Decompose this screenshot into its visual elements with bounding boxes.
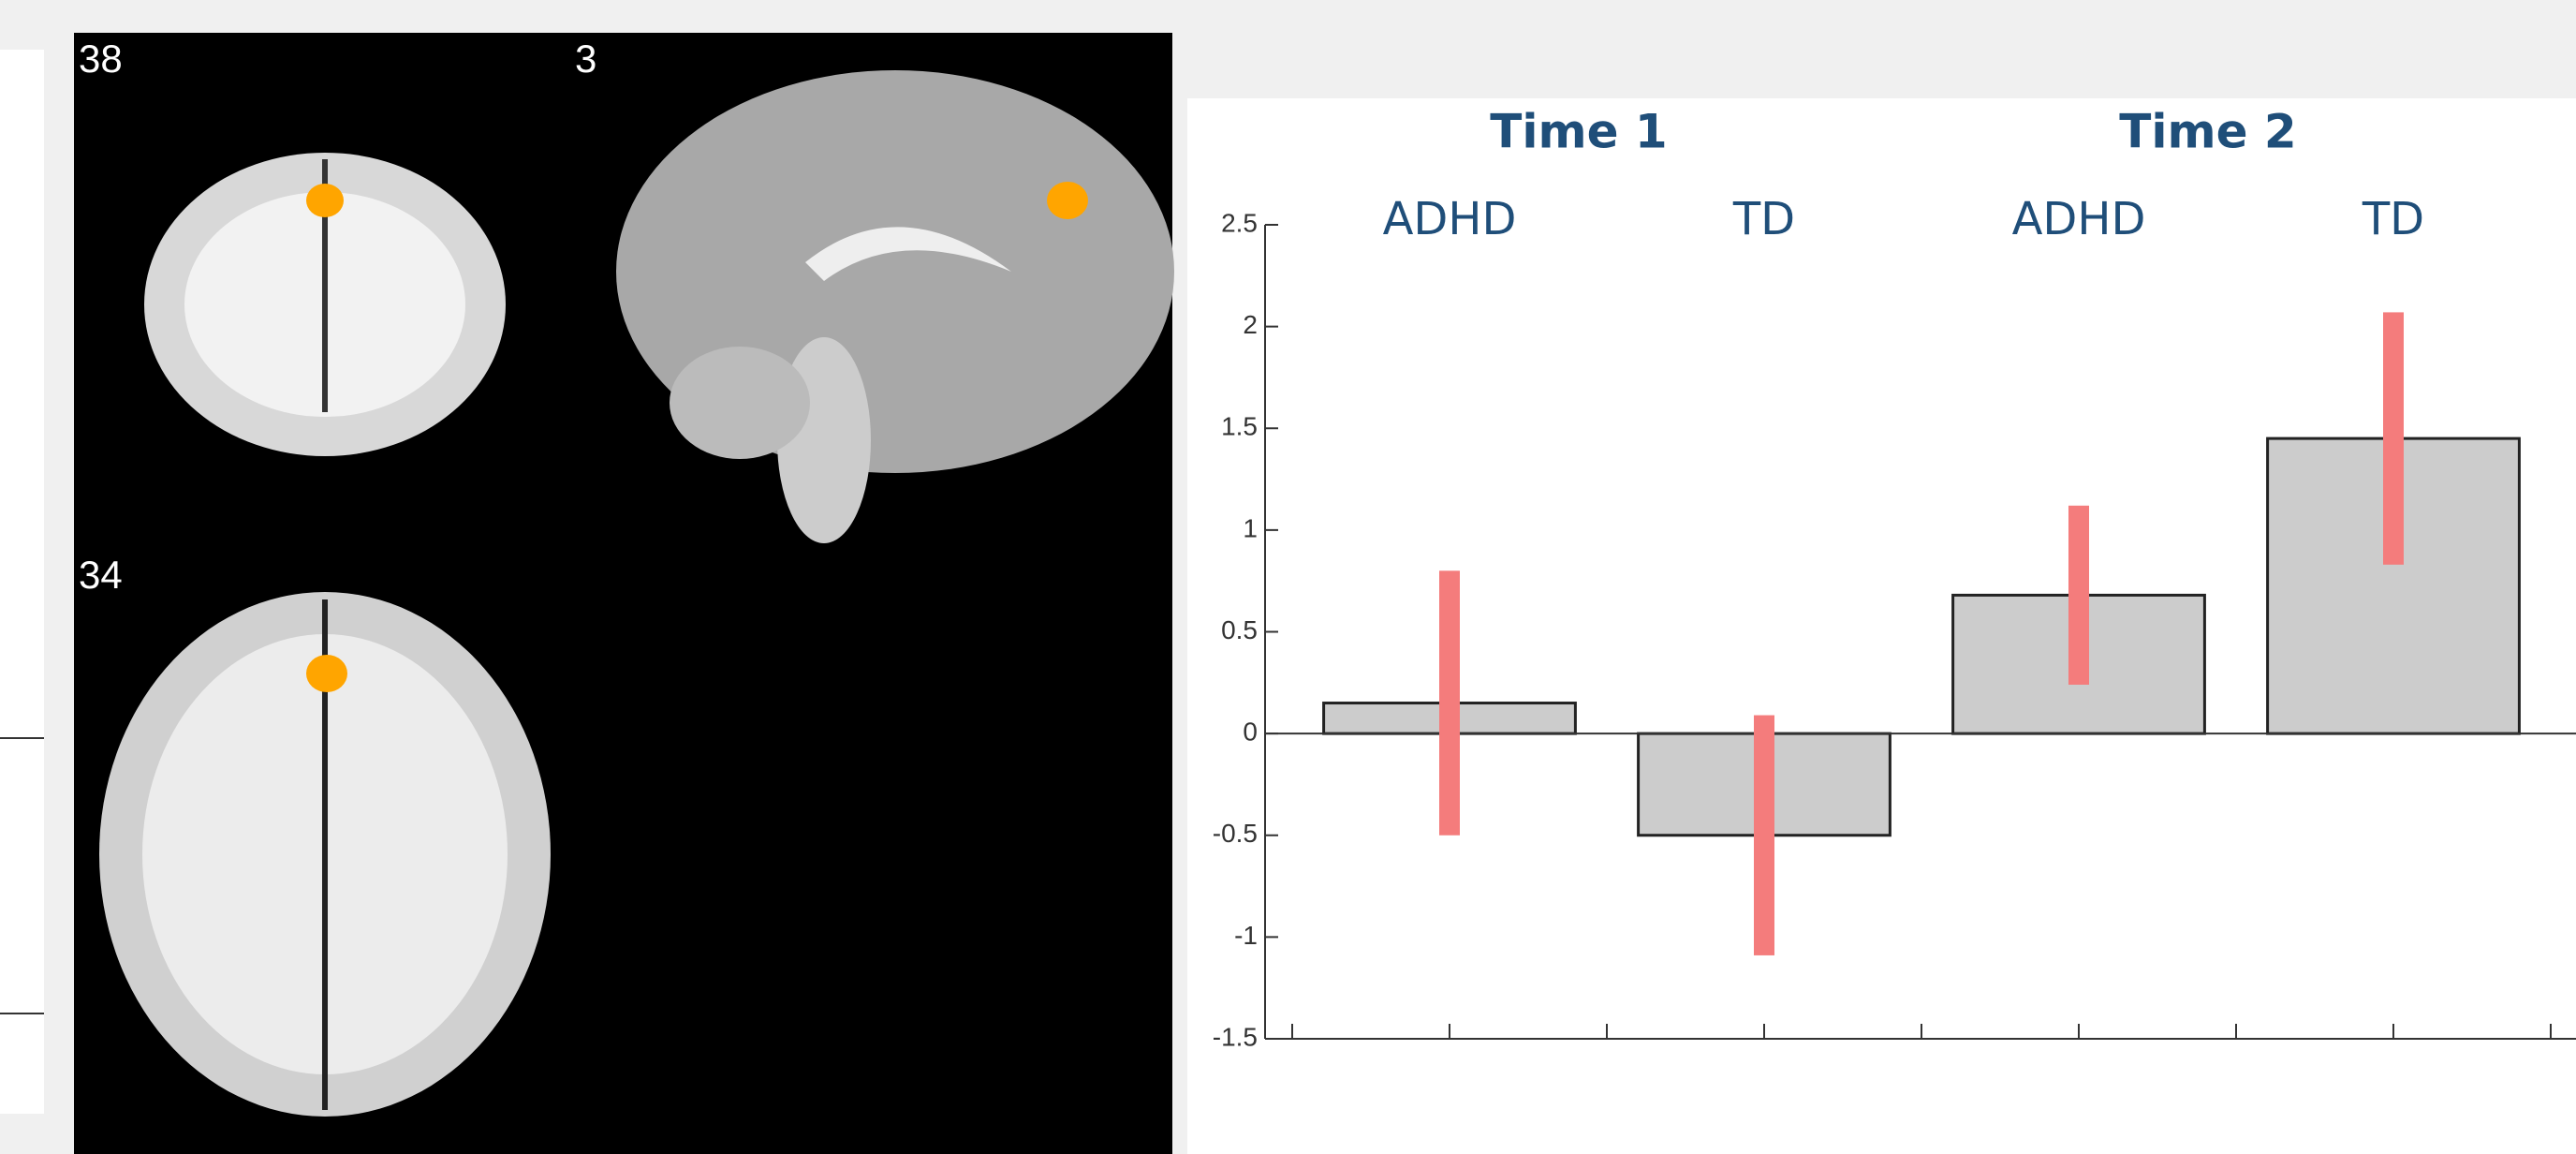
y-tick-label: -1	[1234, 921, 1258, 950]
left-panel	[0, 50, 44, 1114]
y-tick-label: 2	[1243, 310, 1258, 339]
cerebellum	[670, 347, 810, 459]
axial-slice	[99, 592, 551, 1117]
y-tick-label: -1.5	[1213, 1022, 1258, 1051]
slice-label: 3	[575, 37, 596, 81]
brain-panel: 38 3 34	[74, 33, 1174, 1154]
error-bar	[2383, 312, 2404, 564]
slice-label: 34	[79, 553, 123, 597]
y-tick-label: 0	[1243, 718, 1258, 747]
group-label: Time 1	[1490, 105, 1667, 159]
screen: 38 3 34 2.5 2 1.5 1 0.5 0 -0.5 -1 -1.5 Time 1 Time…	[0, 0, 2576, 1154]
category-label: TD	[2362, 193, 2424, 245]
page: {"slice_labels": ["38", "3", "34"], "cha…	[0, 0, 2576, 1154]
error-bar	[2068, 506, 2089, 685]
category-label: TD	[1732, 193, 1795, 245]
group-label: Time 2	[2119, 105, 2296, 159]
coronal-slice	[144, 153, 506, 456]
y-tick-label: 1	[1243, 513, 1258, 542]
y-tick-label: 2.5	[1221, 208, 1258, 237]
y-tick-label: 1.5	[1221, 412, 1258, 441]
activation	[306, 184, 344, 217]
category-label: ADHD	[1383, 193, 1517, 245]
category-label: ADHD	[2012, 193, 2146, 245]
y-tick-label: -0.5	[1213, 819, 1258, 848]
y-tick-label: 0.5	[1221, 615, 1258, 644]
slice-label: 38	[79, 37, 123, 81]
panel-bg	[0, 50, 44, 1114]
activation	[306, 655, 347, 692]
activation	[1047, 182, 1088, 219]
error-bar	[1754, 716, 1774, 955]
error-bar	[1439, 570, 1460, 835]
